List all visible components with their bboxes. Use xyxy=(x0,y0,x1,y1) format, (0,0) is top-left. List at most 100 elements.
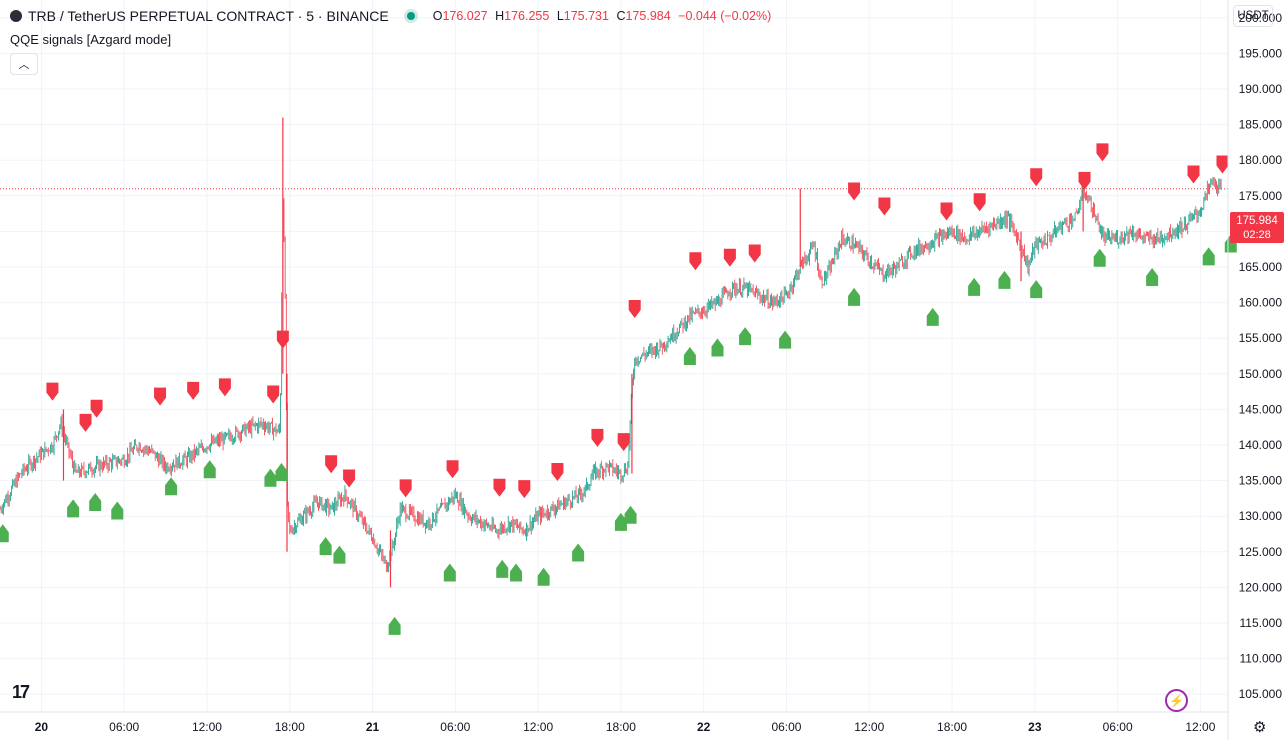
sell-signal-marker xyxy=(154,387,167,406)
chevron-up-icon: ︿ xyxy=(18,59,30,71)
time-tick-label: 06:00 xyxy=(109,720,139,734)
sell-signal-marker xyxy=(343,469,356,488)
sell-signal-marker xyxy=(689,252,702,271)
gear-icon[interactable]: ⚙ xyxy=(1253,719,1267,736)
time-tick-label: 12:00 xyxy=(192,720,222,734)
buy-signal-marker xyxy=(333,545,346,564)
buy-signal-marker xyxy=(275,463,288,482)
sell-signal-marker xyxy=(1187,165,1200,184)
time-tick-label: 21 xyxy=(366,720,380,734)
indicator-title[interactable]: QQE signals [Azgard mode] xyxy=(10,32,172,47)
buy-signal-marker xyxy=(496,559,509,578)
sell-signal-marker xyxy=(276,330,289,349)
symbol-legend: TRB / TetherUS PERPETUAL CONTRACT · 5 · … xyxy=(10,6,771,26)
buy-signal-marker xyxy=(624,505,637,524)
buy-signal-marker xyxy=(1146,267,1159,286)
sell-signal-marker xyxy=(551,463,564,482)
sell-signal-marker xyxy=(748,244,761,263)
sell-signal-marker xyxy=(940,202,953,221)
close-label: C xyxy=(616,9,626,23)
time-tick-label: 12:00 xyxy=(854,720,884,734)
price-tick-label: 120.000 xyxy=(1239,580,1283,594)
price-tick-label: 200.000 xyxy=(1239,11,1283,25)
sell-signal-marker xyxy=(493,478,506,497)
buy-signal-marker xyxy=(683,347,696,365)
open-value: 176.027 xyxy=(442,9,488,23)
buy-signal-marker xyxy=(443,563,456,582)
price-tick-label: 175.000 xyxy=(1239,189,1283,203)
last-price-value: 175.984 xyxy=(1236,215,1278,227)
sell-signal-marker xyxy=(878,197,891,216)
buy-signal-marker xyxy=(998,270,1011,289)
price-tick-label: 125.000 xyxy=(1239,545,1283,559)
time-tick-label: 06:00 xyxy=(1103,720,1133,734)
buy-signal-marker xyxy=(388,616,401,635)
buy-signal-marker xyxy=(779,330,792,349)
sell-signal-marker xyxy=(1078,171,1091,190)
buy-signal-marker xyxy=(572,543,585,562)
price-tick-label: 145.000 xyxy=(1239,402,1283,416)
buy-signal-marker xyxy=(739,327,752,346)
buy-signal-marker xyxy=(614,512,627,531)
time-tick-label: 22 xyxy=(697,720,711,734)
sell-signal-marker xyxy=(617,433,630,452)
sell-signal-marker xyxy=(1216,155,1229,174)
buy-signal-marker xyxy=(1093,248,1106,267)
time-tick-label: 06:00 xyxy=(440,720,470,734)
open-label: O xyxy=(432,9,443,23)
buy-signal-marker xyxy=(510,563,523,582)
ohlc-values: O176.027 H176.255 L175.731 C175.984 −0.0… xyxy=(429,9,772,23)
time-tick-label: 18:00 xyxy=(275,720,305,734)
sell-signal-marker xyxy=(267,385,280,404)
buy-signal-marker xyxy=(1030,280,1043,299)
sell-signal-marker xyxy=(325,455,338,474)
lightning-icon[interactable]: ⚡ xyxy=(1165,689,1188,712)
sell-signal-marker xyxy=(628,300,641,319)
time-tick-label: 18:00 xyxy=(937,720,967,734)
buy-signal-marker xyxy=(264,468,277,487)
sell-signal-marker xyxy=(518,480,531,499)
high-value: 176.255 xyxy=(504,9,550,23)
buy-signal-marker xyxy=(319,537,332,556)
candle-series xyxy=(0,117,1222,588)
symbol-title[interactable]: TRB / TetherUS PERPETUAL CONTRACT · 5 · … xyxy=(28,8,389,24)
market-status-icon xyxy=(406,12,415,20)
sell-signal-marker xyxy=(218,378,231,397)
buy-signal-marker xyxy=(165,477,178,496)
buy-signal-marker xyxy=(1202,247,1215,266)
sell-signal-marker xyxy=(723,248,736,267)
time-tick-label: 06:00 xyxy=(771,720,801,734)
price-axis: 105.000 110.000 115.000 120.000 125.000 130.0… xyxy=(1239,11,1283,701)
buy-signal-marker xyxy=(537,567,550,586)
buy-signal-marker xyxy=(203,460,216,479)
price-tick-label: 185.000 xyxy=(1239,118,1283,132)
sell-signal-marker xyxy=(399,479,412,498)
close-value: 175.984 xyxy=(625,9,671,23)
bar-countdown: 02:28 xyxy=(1243,229,1271,241)
collapse-legend-button[interactable]: ︿ xyxy=(10,53,38,75)
time-tick-label: 12:00 xyxy=(1185,720,1215,734)
time-tick-label: 18:00 xyxy=(606,720,636,734)
buy-signal-marker xyxy=(711,338,724,357)
currency-selector[interactable]: USDT xyxy=(1233,5,1273,27)
buy-signal-marker xyxy=(67,499,80,518)
price-tick-label: 130.000 xyxy=(1239,509,1283,523)
buy-signal-marker xyxy=(848,287,861,306)
time-tick-label: 12:00 xyxy=(523,720,553,734)
sell-signal-marker xyxy=(187,381,200,400)
sell-signal-marker xyxy=(1030,168,1043,187)
price-tick-label: 155.000 xyxy=(1239,331,1283,345)
sell-signal-marker xyxy=(90,399,103,418)
buy-signal-marker xyxy=(0,524,9,543)
price-tick-label: 195.000 xyxy=(1239,46,1283,60)
time-tick-label: 20 xyxy=(35,720,49,734)
price-tick-label: 140.000 xyxy=(1239,438,1283,452)
last-price-label: 175.984 02:28 xyxy=(1230,212,1284,243)
price-tick-label: 165.000 xyxy=(1239,260,1283,274)
buy-signal-marker xyxy=(926,307,939,326)
price-tick-label: 180.000 xyxy=(1239,153,1283,167)
tradingview-logo-icon[interactable]: 17 xyxy=(12,682,30,702)
symbol-logo-icon xyxy=(10,10,22,22)
sell-signal-marker xyxy=(973,193,986,212)
